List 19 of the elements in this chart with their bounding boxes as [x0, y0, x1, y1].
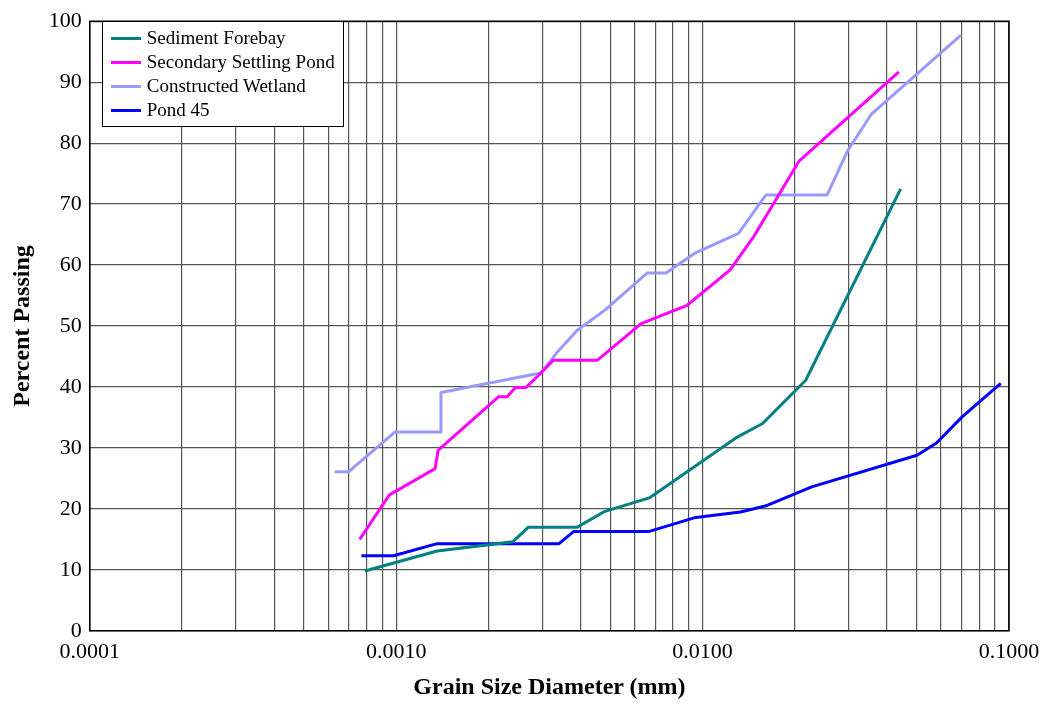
legend-label: Pond 45 — [146, 98, 210, 123]
y-tick-label: 10 — [59, 555, 82, 581]
y-tick-label: 70 — [59, 189, 82, 215]
y-tick-label: 60 — [59, 250, 82, 276]
x-axis-title: Grain Size Diameter (mm) — [413, 672, 686, 699]
x-tick-label: 0.0010 — [365, 637, 427, 663]
y-tick-label: 80 — [59, 128, 82, 154]
x-tick-label: 0.1000 — [978, 637, 1040, 663]
y-tick-label: 50 — [59, 311, 82, 337]
y-tick-label: 90 — [59, 67, 82, 93]
y-tick-label: 40 — [59, 372, 82, 398]
legend-label: Constructed Wetland — [146, 74, 306, 99]
y-axis-title: Percent Passing — [7, 245, 34, 407]
y-tick-label: 20 — [59, 494, 82, 520]
y-tick-label: 100 — [48, 6, 82, 32]
legend-label: Sediment Forebay — [146, 26, 286, 51]
legend-label: Secondary Settling Pond — [146, 50, 335, 75]
y-tick-label: 30 — [59, 433, 82, 459]
x-tick-label: 0.0100 — [672, 637, 733, 663]
